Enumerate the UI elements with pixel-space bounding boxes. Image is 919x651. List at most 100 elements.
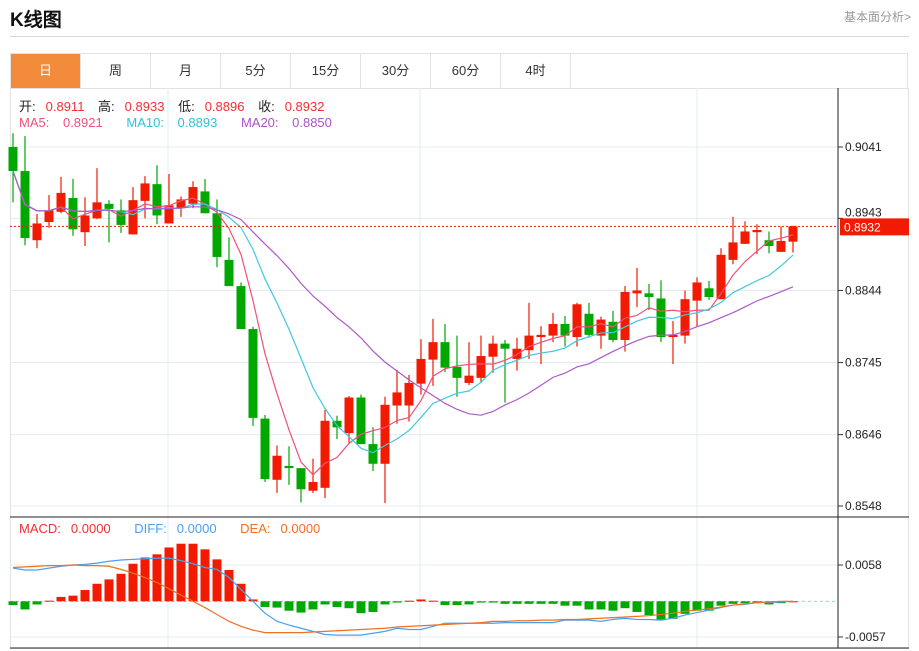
ma10-line [12,170,794,454]
macd-bar-positive [128,563,138,602]
macd-bar-negative [656,601,666,621]
ma20-line [12,170,794,416]
candle-up [488,343,498,357]
candle-down [644,293,654,298]
candle-up [164,205,174,224]
candle-down [224,259,234,287]
macd-bar-negative [572,601,582,606]
macd-bar-negative [356,601,366,614]
last-price-badge [840,218,909,236]
tab-day[interactable]: 日 [11,54,81,88]
candle-up [632,290,642,294]
macd-bar-negative [332,601,342,607]
diff-line [12,557,794,636]
low-label: 低: [178,99,195,114]
candle-up [188,187,198,204]
macd-bar-negative [728,601,738,604]
candle-up [344,397,354,434]
macd-bar-negative [284,601,294,611]
macd-bar-negative [680,601,690,614]
macd-bar-negative [668,601,678,619]
macd-bar-negative [380,601,390,605]
macd-bar-negative [320,601,330,605]
price-tick-label: 0.8548 [845,499,882,513]
macd-bar-positive [176,543,186,602]
macd-bar-negative [20,601,30,610]
candle-up [512,348,522,359]
candle-down [452,366,462,378]
page-title: K线图 [10,10,62,31]
macd-bar-negative [368,601,378,612]
macd-bar-positive [164,547,174,602]
diff-value: 0.0000 [176,521,217,536]
ma10-value: 0.8893 [177,115,218,130]
close-label: 收: [258,99,275,114]
macd-bar-positive [104,579,114,602]
macd-bar-negative [464,601,474,605]
price-tick-label: 0.8745 [845,356,882,370]
tab-15min[interactable]: 15分 [291,54,361,88]
macd-bar-negative [692,601,702,611]
ma-info: MA5: 0.8921 MA10: 0.8893 MA20: 0.8850 [19,115,352,130]
macd-bar-positive [92,583,102,602]
candle-down [116,210,126,225]
candle-up [176,199,186,209]
macd-bar-negative [620,601,630,609]
candle-up [692,282,702,301]
last-price-label: 0.8932 [844,220,881,234]
candle-up [308,481,318,491]
price-tick-label: 0.9041 [845,140,882,154]
price-tick-label: 0.8844 [845,283,882,297]
macd-bar-negative [344,601,354,609]
candle-up [128,200,138,235]
ma5-line [12,170,794,476]
candle-up [56,192,66,212]
candle-down [68,197,78,230]
macd-bar-negative [476,601,486,603]
tab-4hour[interactable]: 4时 [501,54,571,88]
ma20-label: MA20: [240,115,283,130]
candle-down [236,286,246,330]
macd-info: MACD: 0.0000 DIFF: 0.0000 DEA: 0.0000 [19,521,340,536]
candle-down [704,288,714,298]
candle-down [296,468,306,490]
tab-60min[interactable]: 60分 [431,54,501,88]
tab-week[interactable]: 周 [81,54,151,88]
candle-down [8,147,18,172]
macd-bar-positive [140,557,150,602]
candle-up [380,404,390,464]
high-label: 高: [98,99,115,114]
macd-bar-negative [32,601,42,605]
macd-bar-negative [632,601,642,612]
candle-up [728,242,738,260]
candle-up [680,299,690,336]
macd-bar-positive [236,583,246,602]
candle-down [200,191,210,214]
candle-up [752,230,762,233]
candle-down [368,444,378,464]
diff-label: DIFF: [134,521,167,536]
fundamental-analysis-link[interactable]: 基本面分析> [843,10,911,24]
open-value: 0.8911 [45,99,85,114]
candle-up [476,355,486,378]
macd-bar-positive [44,600,54,602]
macd-bar-positive [404,600,414,602]
candle-up [524,335,534,351]
candle-down [260,418,270,480]
macd-bar-positive [80,590,90,602]
macd-bar-negative [272,601,282,608]
macd-bar-negative [644,601,654,616]
tab-30min[interactable]: 30分 [361,54,431,88]
tab-5min[interactable]: 5分 [221,54,291,88]
macd-tick-label: 0.0058 [845,558,882,572]
dea-label: DEA: [240,521,271,536]
candle-up [140,183,150,201]
candle-down [284,465,294,469]
dea-line [12,564,793,634]
candle-up [668,334,678,338]
macd-bar-negative [560,601,570,606]
high-value: 0.8933 [124,99,165,114]
macd-bar-negative [740,601,750,604]
tab-month[interactable]: 月 [151,54,221,88]
macd-bar-negative [8,601,18,606]
